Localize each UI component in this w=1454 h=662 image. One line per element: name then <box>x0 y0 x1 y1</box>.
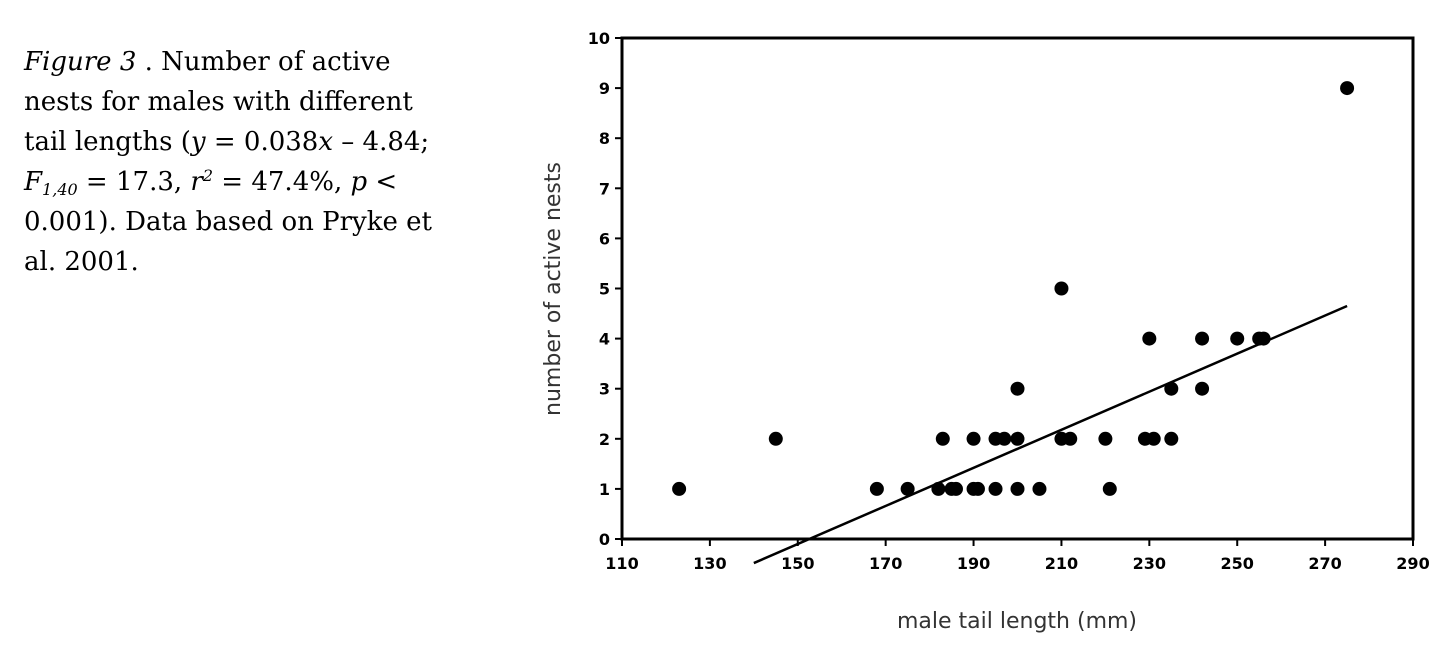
caption-f-sub: 1,40 <box>42 180 78 199</box>
x-axis-ticks: 110 130 150 170 190 210 230 250 270 290 <box>605 539 1430 573</box>
y-axis-ticks: 0 1 2 3 4 5 6 7 8 9 10 <box>588 29 622 549</box>
x-tick-label-6: 230 <box>1133 554 1166 573</box>
x-tick-label-1: 130 <box>693 554 726 573</box>
y-tick-label-5: 5 <box>599 280 610 299</box>
data-point-20 <box>1063 431 1078 446</box>
data-point-10 <box>970 481 985 496</box>
caption-eq-mid: = 0.038 <box>205 127 319 157</box>
y-tick-label-9: 9 <box>599 79 610 98</box>
figure-caption: Figure 3 . Number of active nests for ma… <box>24 42 454 282</box>
data-point-29 <box>1195 381 1210 396</box>
data-point-25 <box>1146 431 1161 446</box>
data-point-24 <box>1142 331 1157 346</box>
data-point-4 <box>931 481 946 496</box>
y-tick-label-3: 3 <box>599 380 610 399</box>
y-axis-title: number of active nests <box>541 162 566 416</box>
caption-eq-end: – 4.84; <box>333 127 430 157</box>
x-tick-label-5: 210 <box>1045 554 1078 573</box>
caption-p-var: p <box>350 167 368 197</box>
caption-text-1: . Number of active nests for males with … <box>24 47 413 157</box>
data-point-2 <box>869 481 884 496</box>
data-point-21 <box>1098 431 1113 446</box>
caption-f-var: F <box>24 167 43 197</box>
y-tick-label-8: 8 <box>599 129 610 148</box>
caption-y-var: y <box>190 127 206 157</box>
x-tick-label-2: 150 <box>781 554 814 573</box>
data-point-27 <box>1164 431 1179 446</box>
data-point-15 <box>1010 431 1025 446</box>
y-tick-label-10: 10 <box>588 29 610 48</box>
caption-f-val: = 17.3, <box>77 167 191 197</box>
data-point-32 <box>1256 331 1271 346</box>
x-tick-label-7: 250 <box>1221 554 1254 573</box>
data-point-7 <box>948 481 963 496</box>
data-point-16 <box>1010 481 1025 496</box>
x-tick-label-4: 190 <box>957 554 990 573</box>
data-point-8 <box>966 431 981 446</box>
y-tick-label-7: 7 <box>599 179 610 198</box>
data-point-26 <box>1164 381 1179 396</box>
data-point-17 <box>1032 481 1047 496</box>
y-tick-label-1: 1 <box>599 480 610 499</box>
y-tick-label-0: 0 <box>599 530 610 549</box>
caption-r-sup: 2 <box>202 166 214 185</box>
plot-frame <box>620 36 1415 541</box>
y-tick-label-6: 6 <box>599 229 610 248</box>
x-axis-title: male tail length (mm) <box>897 609 1137 634</box>
data-point-22 <box>1102 481 1117 496</box>
caption-p-val: < 0.001). Data based on Pryke et al. 200… <box>24 167 432 277</box>
data-point-33 <box>1340 81 1355 96</box>
y-tick-label-4: 4 <box>599 330 610 349</box>
data-point-30 <box>1230 331 1245 346</box>
x-tick-label-3: 170 <box>869 554 902 573</box>
data-point-18 <box>1054 281 1069 296</box>
data-point-1 <box>768 431 783 446</box>
data-point-14 <box>1010 381 1025 396</box>
data-point-3 <box>900 481 915 496</box>
x-tick-label-8: 270 <box>1308 554 1341 573</box>
data-point-13 <box>997 431 1012 446</box>
caption-x-var: x <box>318 127 334 157</box>
data-point-28 <box>1195 331 1210 346</box>
y-tick-label-2: 2 <box>599 430 610 449</box>
data-point-11 <box>988 481 1003 496</box>
x-tick-label-0: 110 <box>605 554 638 573</box>
trendline <box>753 304 1348 565</box>
caption-r-val: = 47.4%, <box>213 167 351 197</box>
data-point-0 <box>672 481 687 496</box>
caption-figure-label: Figure 3 <box>24 47 137 77</box>
data-points <box>672 81 1355 496</box>
data-point-5 <box>935 431 950 446</box>
caption-r-var: r <box>190 167 203 197</box>
x-tick-label-9: 290 <box>1396 554 1429 573</box>
